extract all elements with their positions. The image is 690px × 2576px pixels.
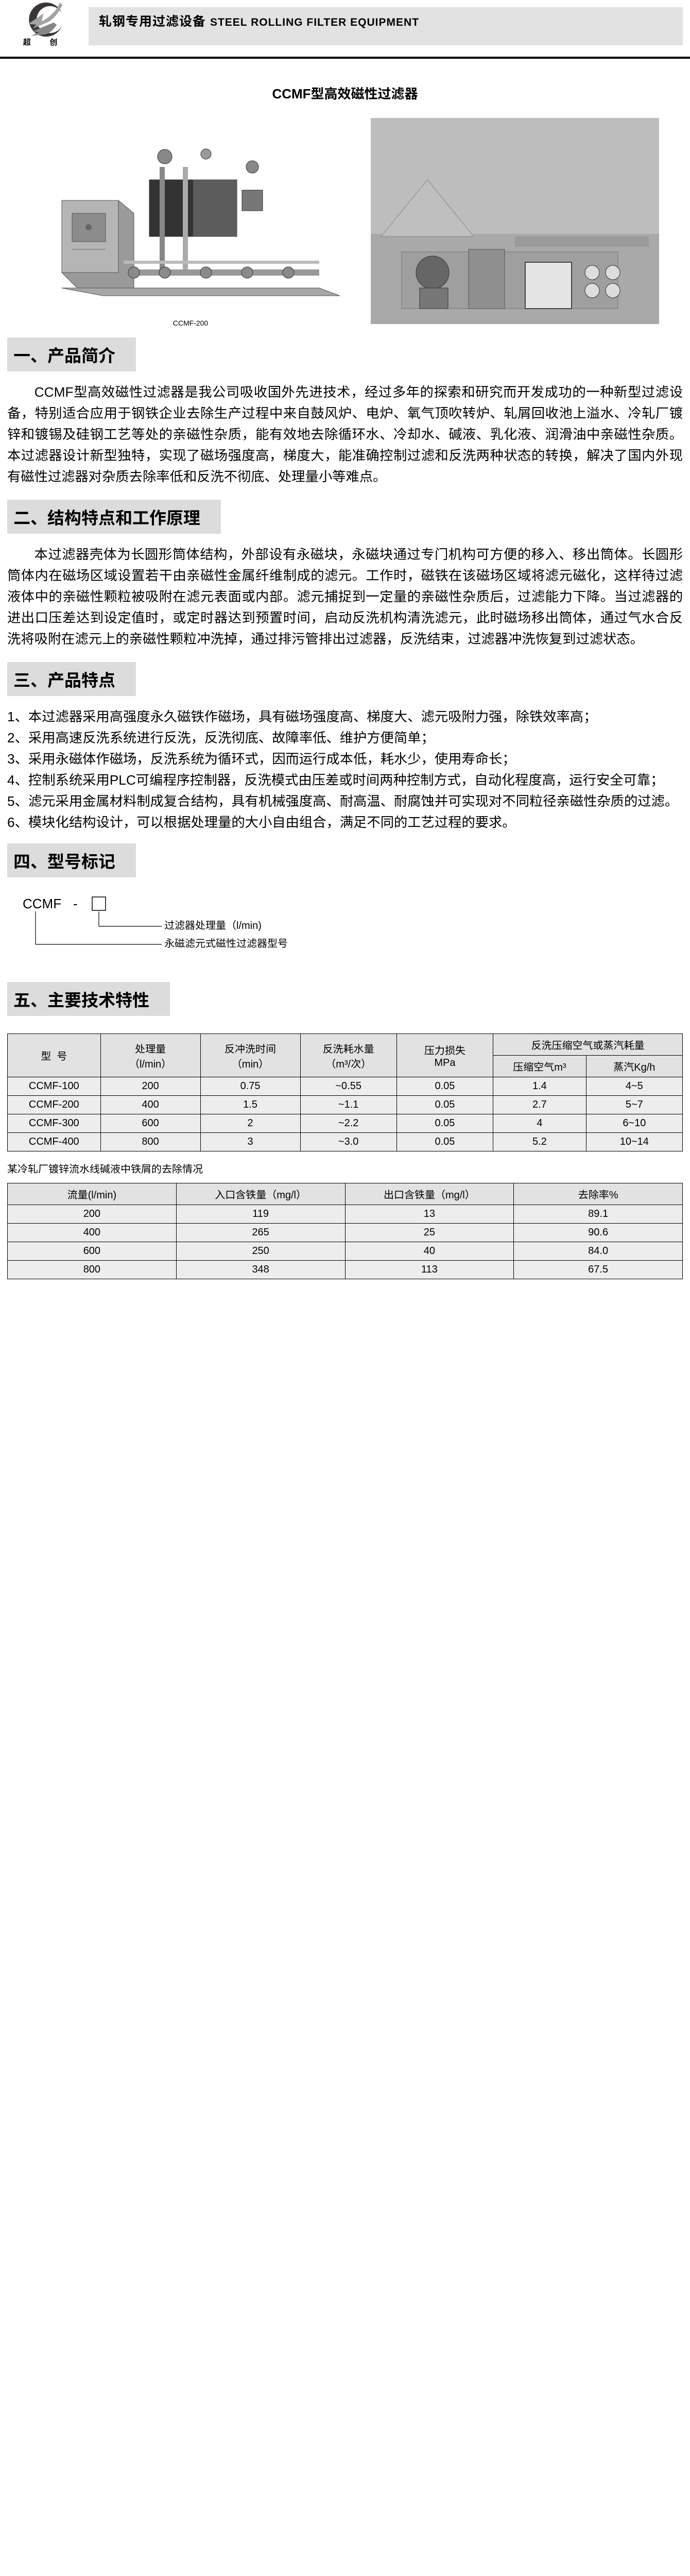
svg-text:永磁滤元式磁性过滤器型号: 永磁滤元式磁性过滤器型号 — [164, 938, 288, 950]
svg-text:CCMF: CCMF — [23, 896, 61, 911]
svg-text:过滤器处理量（l/min): 过滤器处理量（l/min) — [164, 920, 262, 931]
svg-text:-: - — [73, 896, 78, 911]
